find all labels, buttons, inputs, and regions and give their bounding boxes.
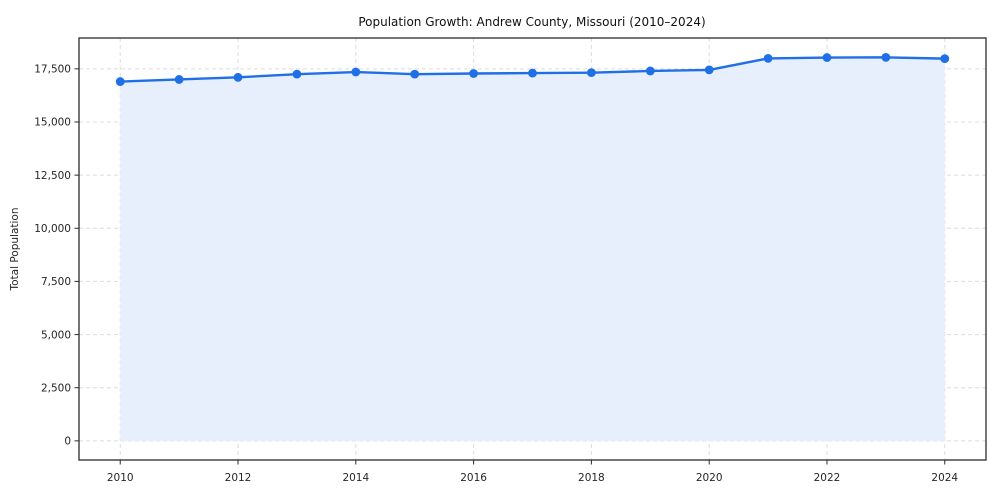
- y-tick-label: 5,000: [41, 329, 71, 341]
- data-points: [115, 52, 950, 86]
- y-tick-label: 17,500: [34, 64, 71, 76]
- data-point-marker: [115, 77, 125, 86]
- chart-title: Population Growth: Andrew County, Missou…: [358, 15, 705, 29]
- x-tick-label: 2018: [578, 472, 605, 484]
- data-point-marker: [410, 69, 420, 79]
- x-tick-label: 2010: [107, 472, 134, 484]
- axis-ticks: [74, 68, 946, 465]
- y-tick-label: 12,500: [34, 170, 71, 182]
- data-point-marker: [822, 53, 832, 62]
- data-point-marker: [645, 66, 655, 76]
- x-tick-label: 2012: [225, 472, 252, 484]
- x-tick-label: 2016: [460, 472, 487, 484]
- y-tick-label: 10,000: [34, 223, 71, 235]
- data-point-marker: [174, 75, 184, 84]
- y-tick-label: 0: [64, 436, 71, 448]
- y-tick-label: 2,500: [41, 382, 71, 394]
- series-layer: [119, 56, 946, 441]
- data-point-marker: [763, 54, 773, 63]
- x-tick-label: 2024: [931, 472, 958, 484]
- data-point-marker: [233, 72, 243, 82]
- y-axis-label: Total Population: [9, 207, 21, 291]
- x-tick-label: 2020: [696, 472, 723, 484]
- data-point-marker: [881, 52, 891, 62]
- plot-border: [78, 37, 987, 461]
- data-point-marker: [940, 54, 950, 64]
- x-tick-label: 2022: [814, 472, 841, 484]
- x-tick-label: 2014: [342, 472, 369, 484]
- tick-labels: 0 2,500 5,000 7,500 10,000 12,500 15,000 17,500…: [34, 64, 958, 484]
- data-point-marker: [469, 69, 479, 78]
- data-point-marker: [351, 67, 361, 77]
- y-tick-label: 7,500: [41, 276, 71, 288]
- data-point-marker: [704, 65, 714, 75]
- data-point-marker: [528, 68, 537, 78]
- data-point-marker: [586, 68, 596, 78]
- y-tick-label: 15,000: [34, 117, 71, 129]
- data-point-marker: [292, 69, 302, 79]
- area-fill: [120, 57, 945, 441]
